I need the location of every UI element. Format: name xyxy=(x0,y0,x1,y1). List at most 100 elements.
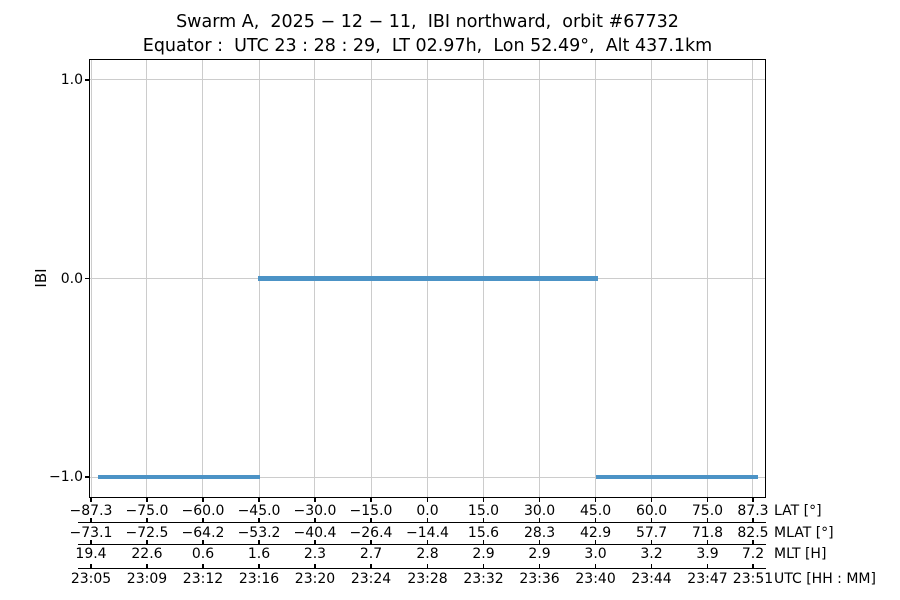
x-tick-label: 23:47 xyxy=(687,570,728,587)
x-tick-label: −53.2 xyxy=(237,524,281,541)
x-tick xyxy=(482,540,485,544)
x-tick-label: 23:44 xyxy=(631,570,672,587)
x-tick xyxy=(594,540,597,544)
y-tick xyxy=(84,476,89,478)
x-tick-label: 1.6 xyxy=(247,546,271,562)
x-tick-label: 15.0 xyxy=(467,502,500,519)
x-tick xyxy=(538,518,541,522)
x-tick xyxy=(370,518,372,522)
x-tick-label: 45.0 xyxy=(579,502,612,519)
ibi-line-segment xyxy=(596,474,758,480)
x-tick xyxy=(752,498,754,502)
x-tick xyxy=(650,540,653,544)
x-tick xyxy=(482,518,485,522)
x-tick xyxy=(426,498,429,502)
x-tick xyxy=(90,540,92,544)
x-tick-label: 15.6 xyxy=(467,524,500,541)
x-tick-label: 28.3 xyxy=(523,524,556,541)
x-axis-row-label: MLAT [°] xyxy=(774,524,834,541)
x-tick xyxy=(538,540,541,544)
x-axis-row-line xyxy=(78,544,766,546)
x-tick xyxy=(314,540,316,544)
x-tick-label: 42.9 xyxy=(579,524,612,541)
x-tick xyxy=(706,564,709,568)
x-tick xyxy=(752,518,754,522)
x-tick xyxy=(426,564,429,568)
x-tick-label: 23:24 xyxy=(350,570,392,587)
x-tick-label: −64.2 xyxy=(181,524,225,541)
x-tick-label: −30.0 xyxy=(293,502,337,519)
x-tick xyxy=(146,564,148,568)
x-tick-label: 23:09 xyxy=(126,570,168,587)
x-tick xyxy=(202,564,204,568)
x-tick xyxy=(650,518,653,522)
x-tick xyxy=(146,540,148,544)
x-tick xyxy=(752,564,754,568)
y-tick xyxy=(84,277,89,280)
x-tick-label: 3.0 xyxy=(584,546,607,562)
x-tick xyxy=(650,498,653,502)
x-tick-label: 82.5 xyxy=(737,524,769,541)
x-tick-label: 60.0 xyxy=(635,502,668,519)
x-tick xyxy=(370,564,372,568)
x-tick xyxy=(202,518,204,522)
x-tick-label: 2.8 xyxy=(416,546,439,562)
x-tick-label: 22.6 xyxy=(131,546,163,562)
x-tick xyxy=(538,564,541,568)
x-tick xyxy=(314,518,316,522)
x-tick-label: 19.4 xyxy=(75,546,107,562)
y-tick-label: −1.0 xyxy=(49,469,83,486)
x-axis-row-label: MLT [H] xyxy=(774,546,827,562)
x-tick xyxy=(370,540,372,544)
x-tick xyxy=(146,498,148,502)
x-tick-label: −40.4 xyxy=(293,524,337,541)
y-tick xyxy=(84,79,89,81)
x-tick-label: −14.4 xyxy=(406,524,449,541)
x-tick xyxy=(482,564,485,568)
x-tick-label: 23:51 xyxy=(732,570,774,587)
chart-title: Swarm A, 2025 − 12 − 11, IBI northward, … xyxy=(176,12,679,32)
x-tick xyxy=(752,540,754,544)
x-axis-row-label: LAT [°] xyxy=(774,502,822,519)
y-tick-label: 1.0 xyxy=(60,71,83,88)
ibi-line-segment xyxy=(258,276,599,281)
x-tick-label: 23:28 xyxy=(407,570,448,587)
x-tick-label: 2.7 xyxy=(359,546,383,562)
x-tick xyxy=(314,498,316,502)
x-tick-label: 87.3 xyxy=(737,502,769,519)
x-tick xyxy=(706,540,709,544)
gridline-horizontal xyxy=(90,476,765,478)
x-tick-label: 3.9 xyxy=(696,546,719,562)
x-tick-label: −72.5 xyxy=(125,524,169,541)
x-tick-label: 23:05 xyxy=(70,570,112,587)
x-tick-label: 23:32 xyxy=(463,570,504,587)
x-tick xyxy=(650,564,653,568)
x-tick xyxy=(706,498,709,502)
x-tick-label: −87.3 xyxy=(69,502,113,519)
x-tick xyxy=(90,518,92,522)
x-tick-label: 23:20 xyxy=(294,570,336,587)
x-tick-label: 23:12 xyxy=(182,570,224,587)
x-tick xyxy=(426,540,429,544)
gridline-horizontal xyxy=(90,79,765,81)
x-tick-label: 71.8 xyxy=(691,524,724,541)
x-tick xyxy=(258,540,260,544)
x-tick xyxy=(594,564,597,568)
ibi-line-segment xyxy=(98,474,261,480)
x-tick xyxy=(258,564,260,568)
plot-frame xyxy=(88,58,766,498)
x-tick xyxy=(426,518,429,522)
x-tick-label: 2.9 xyxy=(528,546,551,562)
x-tick-label: −73.1 xyxy=(69,524,113,541)
x-tick-label: 23:40 xyxy=(575,570,616,587)
x-tick-label: 2.3 xyxy=(303,546,327,562)
x-tick-label: 75.0 xyxy=(691,502,724,519)
x-tick-label: −75.0 xyxy=(125,502,169,519)
x-tick xyxy=(594,498,597,502)
x-tick xyxy=(314,564,316,568)
x-tick-label: 23:36 xyxy=(519,570,560,587)
x-tick-label: 0.6 xyxy=(191,546,215,562)
x-tick xyxy=(258,518,260,522)
x-tick xyxy=(202,498,204,502)
